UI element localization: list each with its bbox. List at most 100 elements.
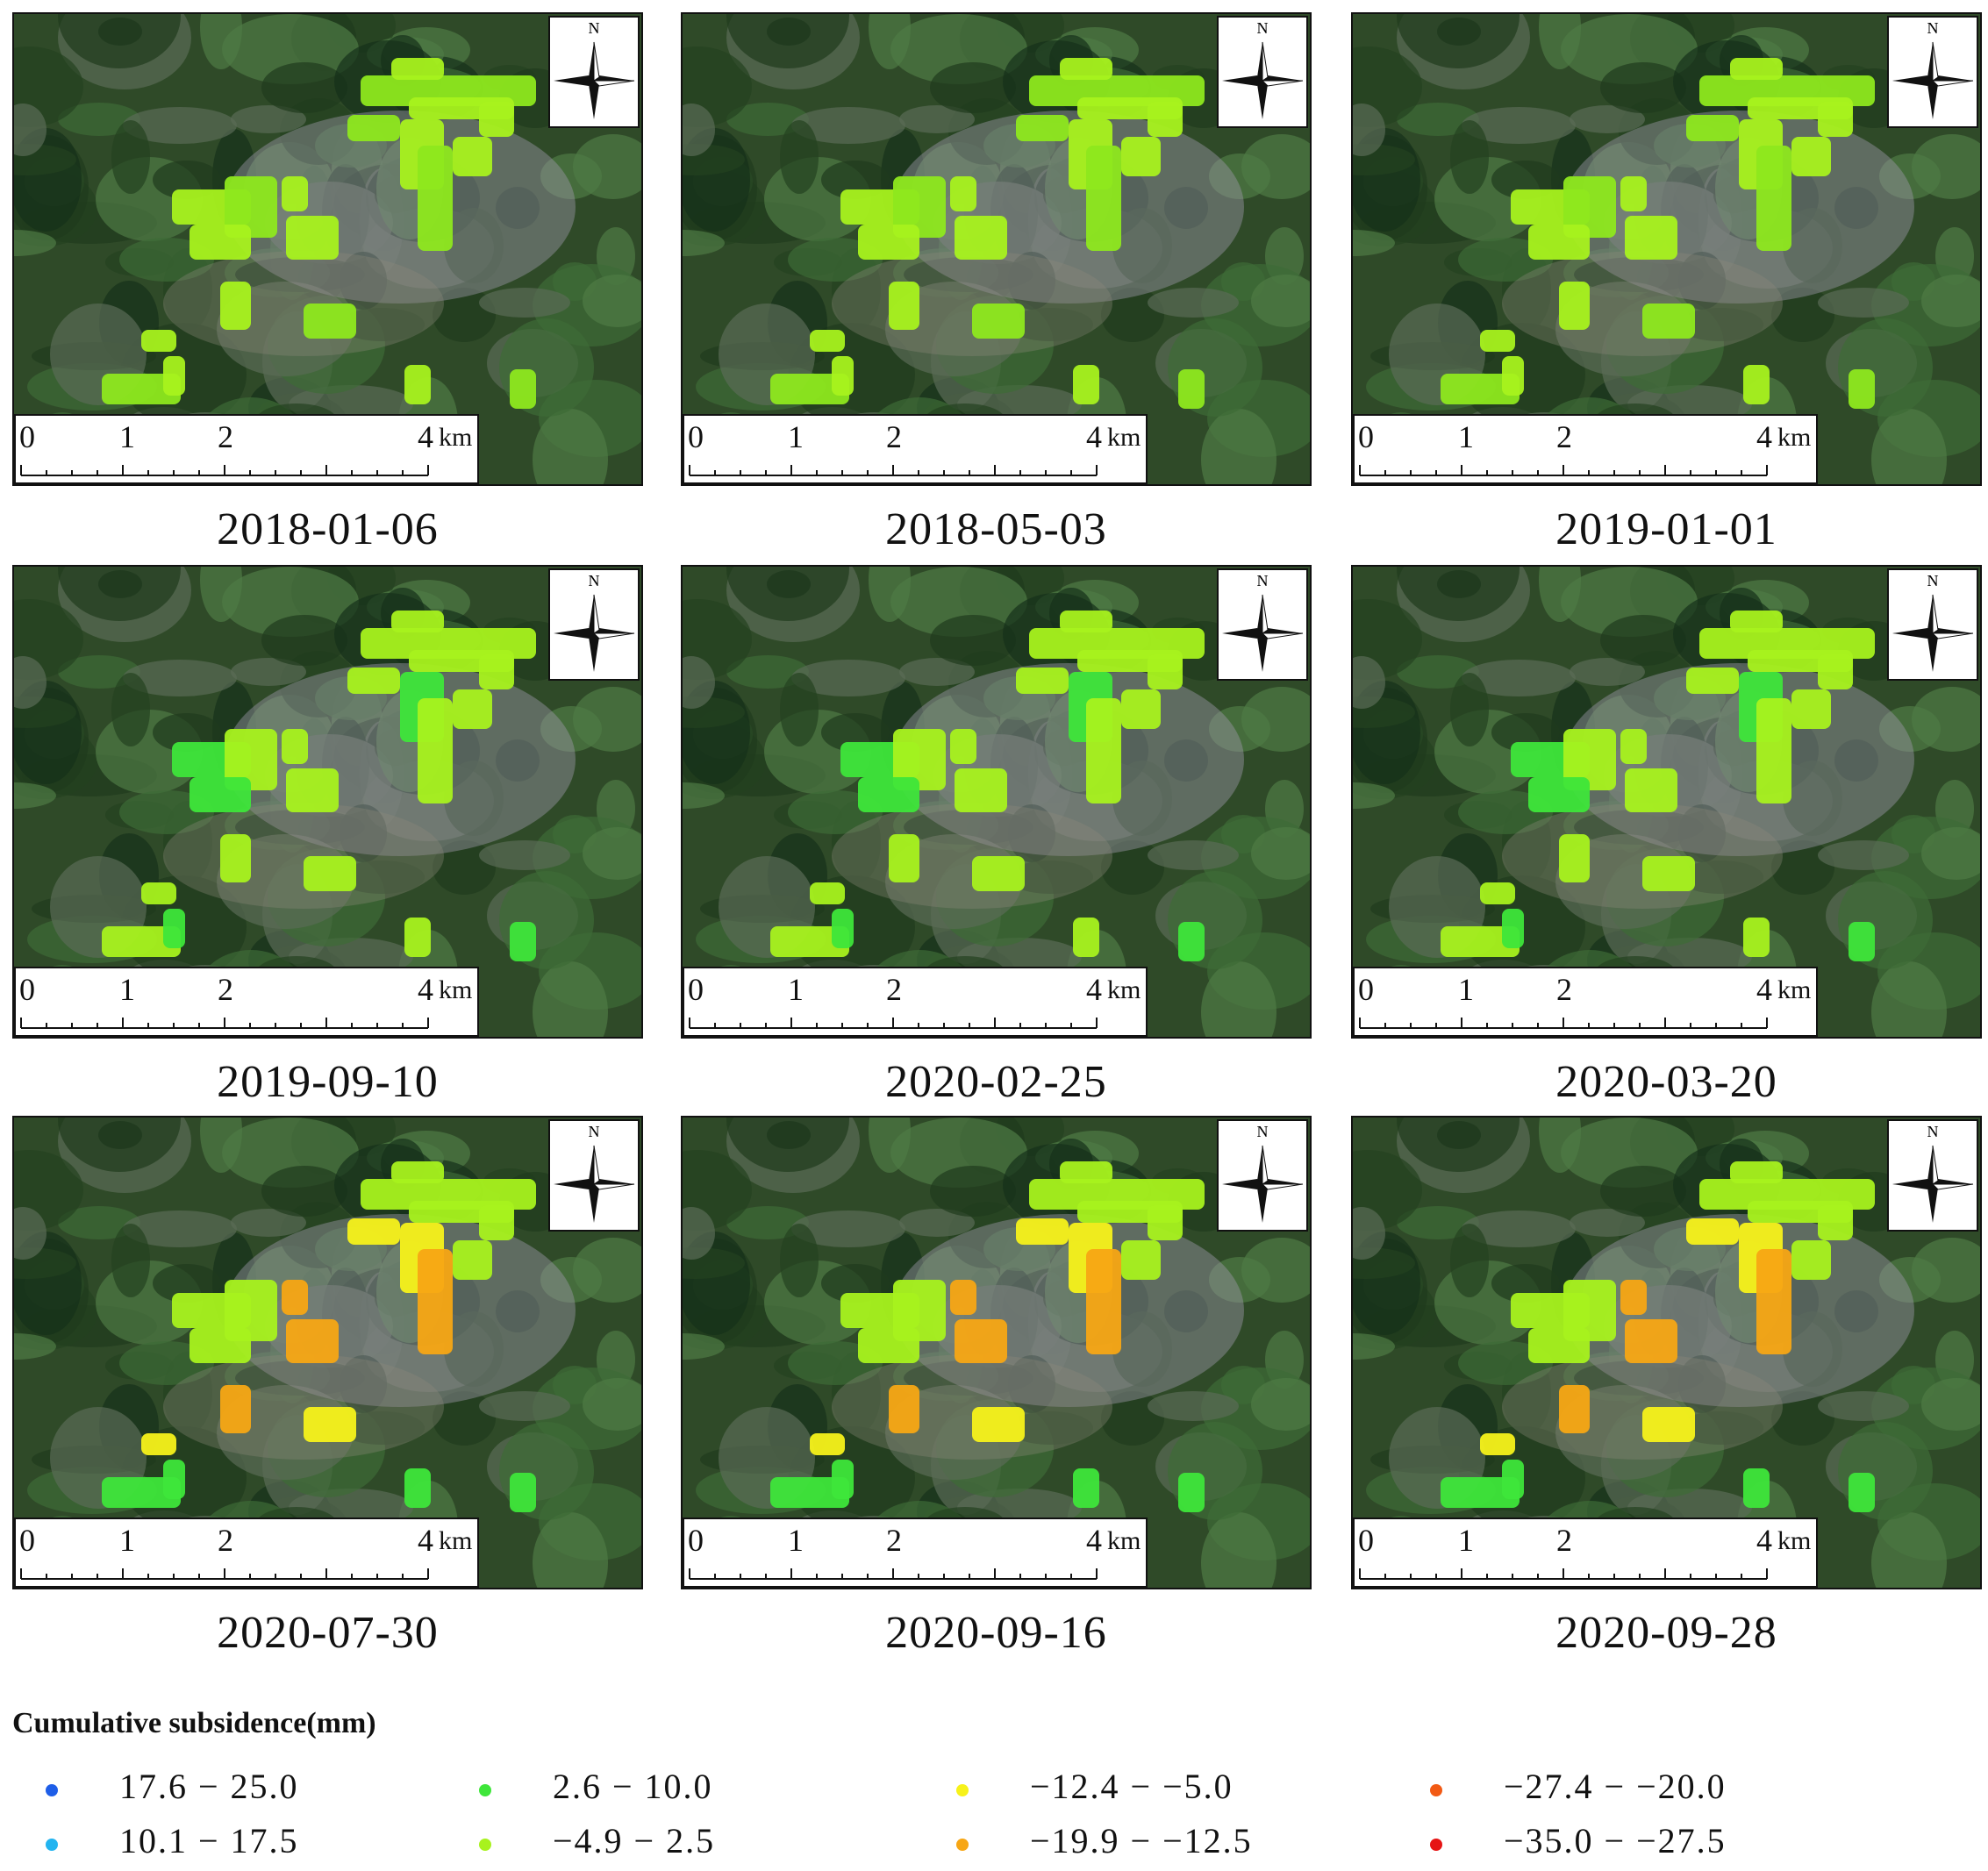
legend-color-swatch bbox=[46, 1783, 58, 1796]
north-label: N bbox=[1927, 1123, 1939, 1140]
legend-range-label: 10.1 − 17.5 bbox=[119, 1821, 299, 1860]
map-panel: N 0 1 2 4 km 2019-09-10 bbox=[12, 565, 643, 1107]
legend-item: 17.6 − 25.0 bbox=[46, 1765, 299, 1809]
scale-tick-label: 0 bbox=[1358, 1523, 1374, 1558]
scale-unit-label: km bbox=[439, 1526, 473, 1555]
scale-bar: 0 1 2 4 km bbox=[14, 414, 479, 484]
panel-date-label: 2018-01-06 bbox=[217, 504, 439, 554]
scale-unit-label: km bbox=[1107, 975, 1141, 1004]
legend-item: 2.6 − 10.0 bbox=[479, 1765, 713, 1809]
panel-date-label: 2019-01-01 bbox=[1555, 504, 1777, 554]
scale-tick-label: 1 bbox=[1458, 972, 1474, 1007]
legend-color-swatch bbox=[1430, 1783, 1442, 1796]
north-arrow-icon: N bbox=[1217, 568, 1308, 681]
map-panel: N 0 1 2 4 km 2018-01-06 bbox=[12, 12, 643, 554]
scale-unit-label: km bbox=[1777, 423, 1812, 452]
scale-tick-label: 1 bbox=[119, 1523, 135, 1558]
scale-tick-label: 4 bbox=[1756, 1523, 1772, 1558]
scale-tick-label: 0 bbox=[19, 419, 35, 454]
scale-unit-label: km bbox=[1777, 1526, 1812, 1555]
satellite-map: N 0 1 2 4 km bbox=[1351, 12, 1982, 486]
panel-date-label: 2020-03-20 bbox=[1555, 1057, 1777, 1107]
scale-tick-label: 4 bbox=[1756, 419, 1772, 454]
north-label: N bbox=[1927, 572, 1939, 589]
scale-tick-label: 2 bbox=[1556, 972, 1572, 1007]
legend-color-swatch bbox=[956, 1783, 969, 1796]
scale-tick-label: 1 bbox=[788, 972, 804, 1007]
legend-range-label: −12.4 − −5.0 bbox=[1030, 1767, 1234, 1806]
map-panel: N 0 1 2 4 km 2019-01-01 bbox=[1351, 12, 1982, 554]
scale-bar: 0 1 2 4 km bbox=[1353, 967, 1818, 1037]
scale-tick-label: 4 bbox=[1086, 419, 1102, 454]
scale-tick-label: 0 bbox=[688, 419, 704, 454]
north-arrow-icon: N bbox=[1887, 1119, 1978, 1232]
scale-tick-label: 4 bbox=[418, 419, 433, 454]
north-label: N bbox=[1256, 572, 1269, 589]
legend-item: −35.0 − −27.5 bbox=[1430, 1819, 1727, 1863]
legend-item: −4.9 − 2.5 bbox=[479, 1819, 715, 1863]
scale-tick-label: 0 bbox=[688, 972, 704, 1007]
legend-range-label: −35.0 − −27.5 bbox=[1504, 1821, 1727, 1860]
north-label: N bbox=[588, 572, 600, 589]
scale-tick-label: 2 bbox=[886, 1523, 902, 1558]
scale-bar: 0 1 2 4 km bbox=[683, 1518, 1148, 1588]
scale-tick-label: 2 bbox=[218, 419, 233, 454]
north-arrow-icon: N bbox=[1217, 1119, 1308, 1232]
scale-unit-label: km bbox=[1777, 975, 1812, 1004]
scale-tick-label: 1 bbox=[1458, 1523, 1474, 1558]
map-panel: N 0 1 2 4 km 2020-07-30 bbox=[12, 1116, 643, 1658]
legend-range-label: 17.6 − 25.0 bbox=[119, 1767, 299, 1806]
north-label: N bbox=[1256, 1123, 1269, 1140]
scale-tick-label: 2 bbox=[218, 1523, 233, 1558]
legend-item: −19.9 − −12.5 bbox=[956, 1819, 1253, 1863]
legend-color-swatch bbox=[479, 1783, 491, 1796]
north-arrow-icon: N bbox=[1217, 16, 1308, 128]
legend-item: 10.1 − 17.5 bbox=[46, 1819, 299, 1863]
map-panel: N 0 1 2 4 km 2020-02-25 bbox=[681, 565, 1312, 1107]
scale-tick-label: 2 bbox=[1556, 419, 1572, 454]
scale-tick-label: 1 bbox=[788, 1523, 804, 1558]
legend-title: Cumulative subsidence(mm) bbox=[12, 1707, 376, 1739]
north-label: N bbox=[1927, 19, 1939, 37]
legend-color-swatch bbox=[956, 1838, 969, 1851]
panel-date-label: 2020-09-16 bbox=[885, 1608, 1107, 1658]
legend-item: −27.4 − −20.0 bbox=[1430, 1765, 1727, 1809]
scale-bar: 0 1 2 4 km bbox=[1353, 414, 1818, 484]
legend-item: −12.4 − −5.0 bbox=[956, 1765, 1234, 1809]
scale-tick-label: 1 bbox=[788, 419, 804, 454]
panel-date-label: 2019-09-10 bbox=[217, 1057, 439, 1107]
satellite-map: N 0 1 2 4 km bbox=[12, 565, 643, 1039]
scale-unit-label: km bbox=[1107, 423, 1141, 452]
satellite-map: N 0 1 2 4 km bbox=[12, 12, 643, 486]
scale-bar: 0 1 2 4 km bbox=[683, 967, 1148, 1037]
scale-tick-label: 4 bbox=[418, 1523, 433, 1558]
north-label: N bbox=[588, 1123, 600, 1140]
scale-unit-label: km bbox=[439, 975, 473, 1004]
scale-unit-label: km bbox=[1107, 1526, 1141, 1555]
scale-tick-label: 1 bbox=[119, 972, 135, 1007]
legend-color-swatch bbox=[46, 1838, 58, 1851]
scale-tick-label: 2 bbox=[1556, 1523, 1572, 1558]
map-panel: N 0 1 2 4 km 2020-09-28 bbox=[1351, 1116, 1982, 1658]
north-arrow-icon: N bbox=[548, 1119, 640, 1232]
scale-tick-label: 1 bbox=[119, 419, 135, 454]
satellite-map: N 0 1 2 4 km bbox=[1351, 1116, 1982, 1589]
satellite-map: N 0 1 2 4 km bbox=[681, 565, 1312, 1039]
legend-range-label: 2.6 − 10.0 bbox=[553, 1767, 713, 1806]
panel-date-label: 2020-07-30 bbox=[217, 1608, 439, 1658]
panel-date-label: 2020-02-25 bbox=[885, 1057, 1107, 1107]
north-arrow-icon: N bbox=[548, 16, 640, 128]
north-arrow-icon: N bbox=[1887, 568, 1978, 681]
legend-range-label: −19.9 − −12.5 bbox=[1030, 1821, 1253, 1860]
scale-tick-label: 4 bbox=[1756, 972, 1772, 1007]
legend-color-swatch bbox=[1430, 1838, 1442, 1851]
scale-tick-label: 0 bbox=[688, 1523, 704, 1558]
legend-range-label: −27.4 − −20.0 bbox=[1504, 1767, 1727, 1806]
scale-tick-label: 0 bbox=[19, 1523, 35, 1558]
scale-tick-label: 0 bbox=[1358, 972, 1374, 1007]
scale-bar: 0 1 2 4 km bbox=[683, 414, 1148, 484]
map-panel: N 0 1 2 4 km 2020-03-20 bbox=[1351, 565, 1982, 1107]
scale-tick-label: 1 bbox=[1458, 419, 1474, 454]
scale-bar: 0 1 2 4 km bbox=[1353, 1518, 1818, 1588]
map-panel: N 0 1 2 4 km 2018-05-03 bbox=[681, 12, 1312, 554]
